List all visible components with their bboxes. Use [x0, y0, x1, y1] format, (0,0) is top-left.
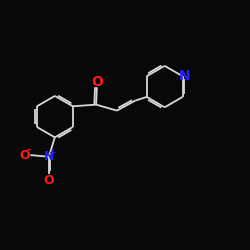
Text: N: N	[44, 150, 54, 163]
Text: O: O	[44, 174, 54, 186]
Text: O: O	[19, 148, 30, 162]
Text: N: N	[178, 69, 190, 83]
Text: -: -	[27, 145, 31, 155]
Text: +: +	[49, 148, 57, 157]
Text: O: O	[91, 74, 103, 88]
